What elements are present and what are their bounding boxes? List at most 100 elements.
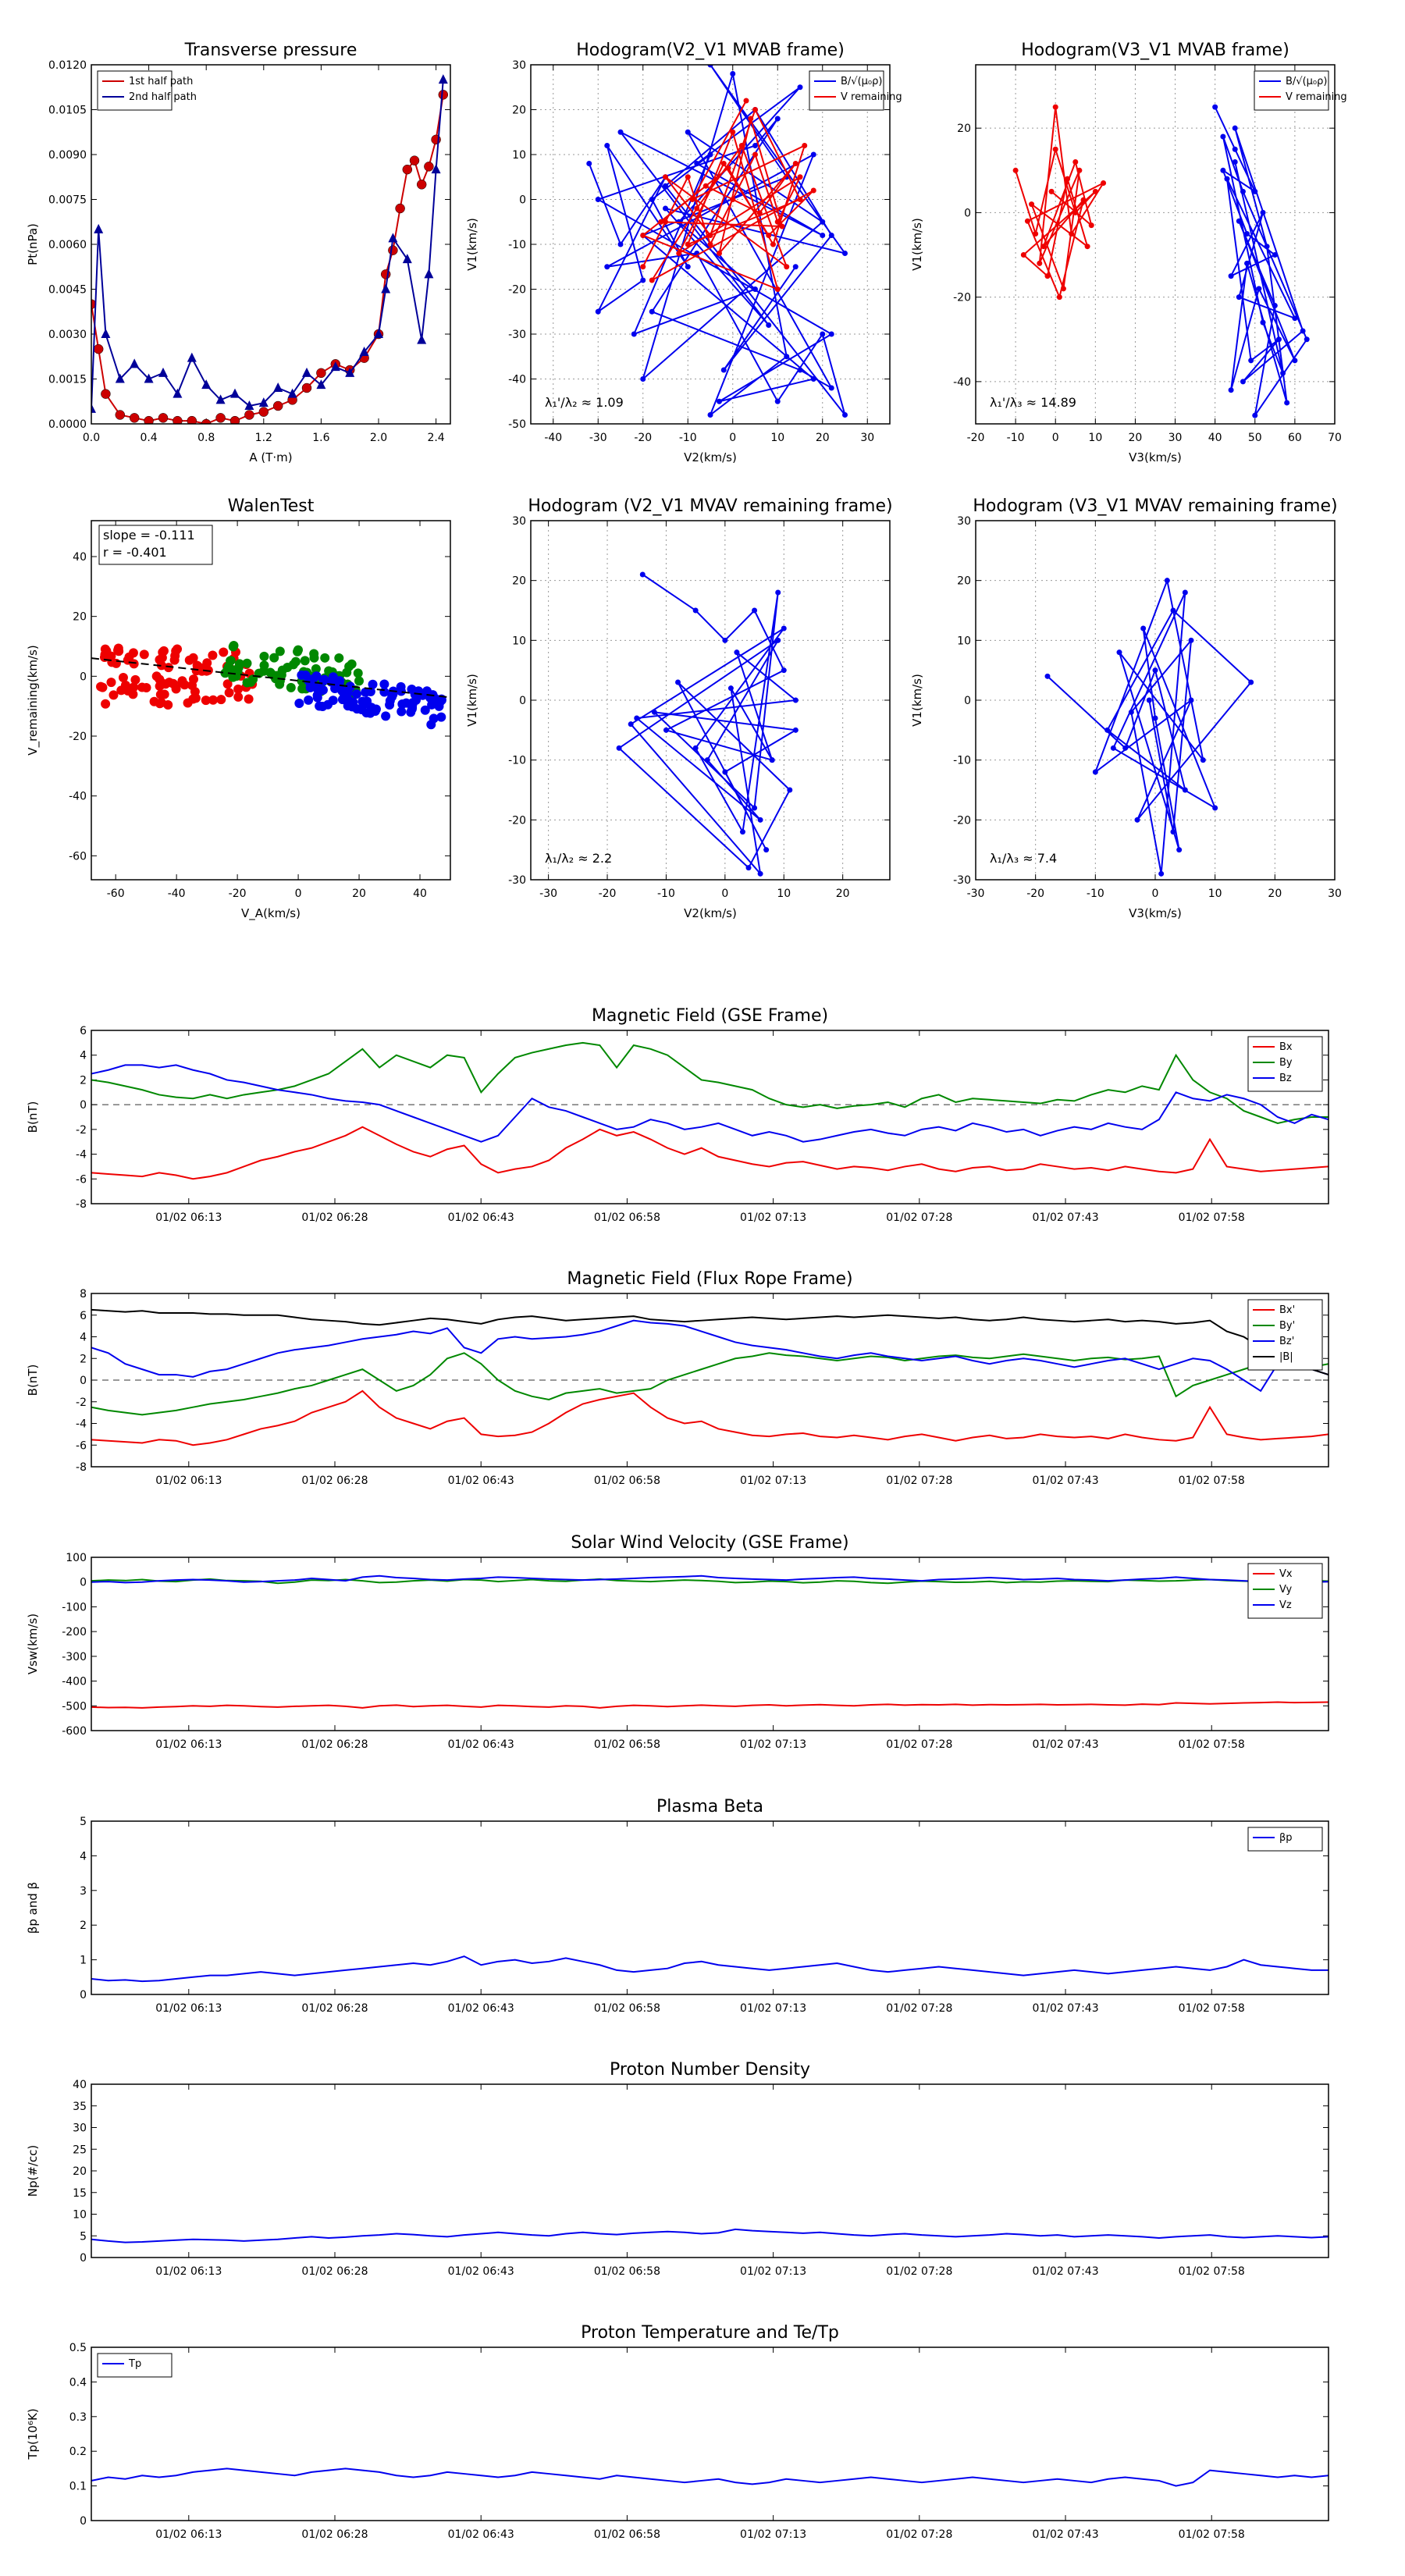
legend-box <box>97 2353 173 2378</box>
data-point <box>208 650 218 660</box>
x-tick-label: 20 <box>816 432 830 444</box>
data-point <box>745 865 752 871</box>
data-point <box>294 699 304 709</box>
data-point <box>675 679 681 685</box>
data-point <box>1248 358 1254 364</box>
x-axis-label: V2(km/s) <box>684 450 737 464</box>
data-point <box>184 655 194 665</box>
x-tick-label: 01/02 07:13 <box>740 2002 806 2015</box>
data-point <box>163 663 173 673</box>
y-tick-label: 4 <box>80 1332 87 1344</box>
x-tick-label: -30 <box>539 888 557 900</box>
data-point <box>352 704 362 714</box>
data-point <box>420 705 430 715</box>
x-tick-label: 0 <box>729 432 736 444</box>
x-tick-label: 10 <box>1208 888 1222 900</box>
data-point <box>94 223 104 233</box>
legend: B/√(μ₀ρ) V remaining <box>809 70 902 111</box>
data-point <box>228 642 238 652</box>
data-point <box>1232 158 1238 165</box>
y-tick-label: 20 <box>512 105 526 117</box>
series-line <box>91 1955 1329 1983</box>
data-point <box>144 415 154 424</box>
data-point <box>106 678 116 688</box>
series-0 <box>1044 578 1254 877</box>
y-tick-label: 0 <box>964 695 971 707</box>
y-tick-label: 30 <box>512 59 526 72</box>
data-point <box>1275 336 1282 343</box>
x-tick-label: 01/02 07:13 <box>740 1212 806 1224</box>
y-tick-label: 40 <box>73 2079 87 2091</box>
y-tick-label: 0.2 <box>69 2446 87 2458</box>
annotation: slope = -0.111 <box>103 528 195 543</box>
data-point <box>752 107 758 112</box>
data-point <box>318 676 329 686</box>
plot-frame <box>530 64 891 425</box>
data-point <box>93 343 104 354</box>
y-tick-label: 0.0105 <box>48 105 87 117</box>
y-tick-label: 0.0015 <box>48 374 87 386</box>
legend-box <box>97 70 173 111</box>
data-point <box>640 376 646 382</box>
y-tick-label: -40 <box>953 376 971 389</box>
data-point <box>422 686 432 696</box>
x-tick-label: 01/02 07:13 <box>740 2528 806 2541</box>
data-point <box>320 653 330 663</box>
y-tick-label: 2 <box>80 1353 87 1365</box>
chart-ts_np: Proton Number Density 0 5 10 15 20 25 30 35 40 01/… <box>26 2060 1329 2278</box>
data-point <box>727 685 734 692</box>
y-tick-label: -100 <box>62 1601 87 1614</box>
plot-area <box>91 1041 1329 1180</box>
data-point <box>288 660 298 670</box>
data-point <box>1232 146 1238 152</box>
data-point <box>130 674 140 685</box>
y-tick-label: 0.0060 <box>48 239 87 251</box>
series-line <box>91 1126 1329 1180</box>
y-tick-label: 0 <box>80 1375 87 1387</box>
series-line <box>91 80 444 409</box>
data-point <box>810 376 816 382</box>
x-tick-label: 01/02 06:13 <box>155 1738 222 1751</box>
data-point <box>158 413 169 423</box>
data-point <box>233 684 244 694</box>
data-point <box>1024 218 1030 224</box>
x-tick-label: -10 <box>1087 888 1104 900</box>
data-point <box>1020 252 1026 258</box>
data-point <box>1072 209 1079 215</box>
data-point <box>820 331 826 337</box>
data-point <box>1244 260 1250 266</box>
data-point <box>215 394 226 404</box>
data-point <box>748 116 754 122</box>
data-point <box>797 84 803 91</box>
legend-label: βp <box>1279 1832 1293 1844</box>
data-point <box>1260 209 1266 215</box>
legend-box <box>1254 70 1329 111</box>
x-tick-label: 01/02 07:43 <box>1032 1212 1098 1224</box>
x-tick-label: 01/02 06:43 <box>448 1475 514 1487</box>
y-tick-label: 10 <box>512 149 526 162</box>
data-point <box>663 183 668 189</box>
series-0 <box>616 571 799 877</box>
plot-area <box>91 2228 1329 2243</box>
x-axis-label: V_A(km/s) <box>241 906 301 921</box>
x-tick-label: 01/02 06:58 <box>594 1738 660 1751</box>
annotation: λ₁'/λ₃ ≈ 14.89 <box>990 395 1076 410</box>
data-point <box>309 649 319 659</box>
data-point <box>115 410 126 420</box>
data-point <box>787 787 793 793</box>
data-point <box>312 692 322 703</box>
data-point <box>752 607 758 614</box>
data-point <box>1088 222 1094 229</box>
data-point <box>330 361 340 372</box>
data-point <box>707 65 713 68</box>
data-point <box>1284 400 1290 406</box>
data-point <box>123 655 133 665</box>
data-point <box>286 682 296 692</box>
data-point <box>1080 197 1087 203</box>
x-tick-label: -10 <box>679 432 697 444</box>
y-axis-label: B(nT) <box>26 1101 40 1133</box>
data-point <box>1044 273 1051 279</box>
data-point <box>233 692 244 702</box>
data-point <box>649 308 655 315</box>
x-axis-label: A (T·m) <box>249 450 292 464</box>
